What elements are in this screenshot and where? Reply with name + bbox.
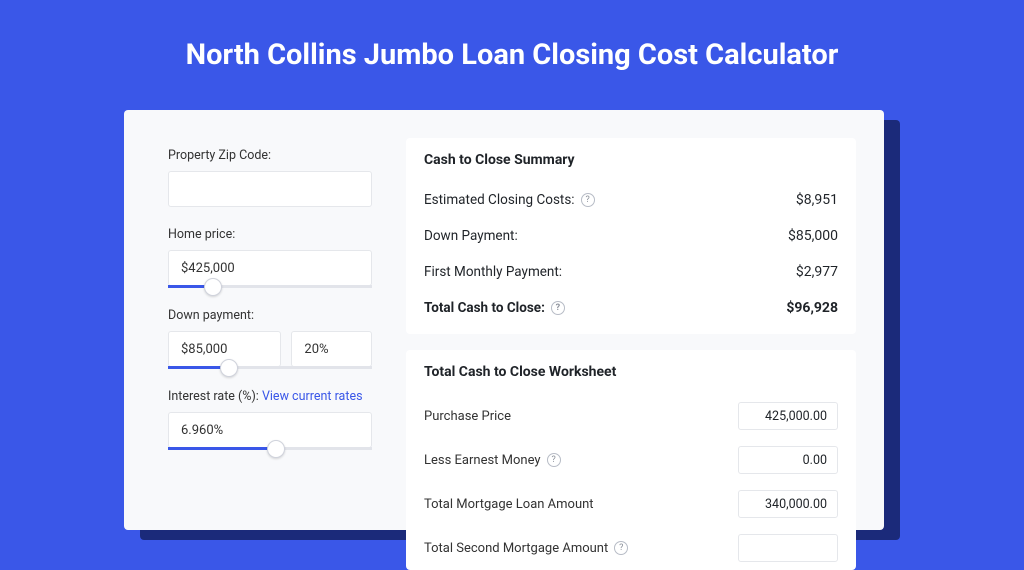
summary-row-value: $2,977 (796, 264, 838, 280)
worksheet-row-label: Purchase Price (424, 409, 511, 424)
summary-row: Down Payment: $85,000 (424, 218, 838, 254)
help-icon[interactable]: ? (581, 193, 595, 207)
rate-slider[interactable] (168, 447, 372, 450)
home-price-group: Home price: $425,000 (168, 227, 372, 288)
home-price-input[interactable]: $425,000 (168, 250, 372, 286)
summary-row-label: First Monthly Payment: (424, 264, 562, 280)
worksheet-row-value[interactable]: 425,000.00 (738, 402, 838, 430)
worksheet-row-label: Less Earnest Money (424, 453, 541, 468)
down-payment-group: Down payment: $85,000 20% (168, 308, 372, 369)
results-panel: Cash to Close Summary Estimated Closing … (406, 138, 884, 530)
slider-fill (168, 447, 276, 450)
calculator-card: Property Zip Code: Home price: $425,000 … (124, 110, 884, 530)
inputs-panel: Property Zip Code: Home price: $425,000 … (124, 138, 406, 530)
view-rates-link[interactable]: View current rates (262, 389, 363, 404)
summary-section: Cash to Close Summary Estimated Closing … (406, 138, 856, 334)
worksheet-section: Total Cash to Close Worksheet Purchase P… (406, 350, 856, 570)
worksheet-row: Total Mortgage Loan Amount 340,000.00 (424, 482, 838, 526)
worksheet-row: Purchase Price 425,000.00 (424, 394, 838, 438)
summary-row-label: Down Payment: (424, 228, 518, 244)
rate-label-text: Interest rate (%): (168, 389, 262, 404)
page-title: North Collins Jumbo Loan Closing Cost Ca… (0, 0, 1024, 100)
zip-input[interactable] (168, 171, 372, 207)
help-icon[interactable]: ? (551, 301, 565, 315)
worksheet-row-label: Total Mortgage Loan Amount (424, 497, 594, 512)
summary-total-row: Total Cash to Close: ? $96,928 (424, 290, 838, 326)
worksheet-title: Total Cash to Close Worksheet (424, 364, 838, 380)
worksheet-row-value[interactable]: 340,000.00 (738, 490, 838, 518)
worksheet-row: Less Earnest Money ? 0.00 (424, 438, 838, 482)
summary-row: Estimated Closing Costs: ? $8,951 (424, 182, 838, 218)
down-payment-label: Down payment: (168, 308, 372, 323)
rate-group: Interest rate (%): View current rates 6.… (168, 389, 372, 450)
worksheet-row-label: Total Second Mortgage Amount (424, 541, 608, 556)
summary-row-label: Estimated Closing Costs: (424, 192, 575, 208)
worksheet-row-value[interactable]: 0.00 (738, 446, 838, 474)
slider-thumb[interactable] (204, 278, 222, 296)
help-icon[interactable]: ? (614, 541, 628, 555)
rate-label: Interest rate (%): View current rates (168, 389, 372, 404)
summary-row-value: $8,951 (796, 192, 838, 208)
total-label: Total Cash to Close: (424, 300, 545, 316)
total-value: $96,928 (786, 300, 838, 316)
home-price-label: Home price: (168, 227, 372, 242)
home-price-slider[interactable] (168, 285, 372, 288)
summary-row-value: $85,000 (788, 228, 838, 244)
slider-thumb[interactable] (220, 359, 238, 377)
summary-title: Cash to Close Summary (424, 152, 838, 168)
help-icon[interactable]: ? (547, 453, 561, 467)
zip-group: Property Zip Code: (168, 148, 372, 207)
zip-label: Property Zip Code: (168, 148, 372, 163)
summary-row: First Monthly Payment: $2,977 (424, 254, 838, 290)
down-payment-pct-input[interactable]: 20% (291, 331, 372, 367)
slider-thumb[interactable] (267, 440, 285, 458)
down-payment-slider[interactable] (168, 366, 372, 369)
worksheet-row: Total Second Mortgage Amount ? (424, 526, 838, 570)
worksheet-row-value[interactable] (738, 534, 838, 562)
